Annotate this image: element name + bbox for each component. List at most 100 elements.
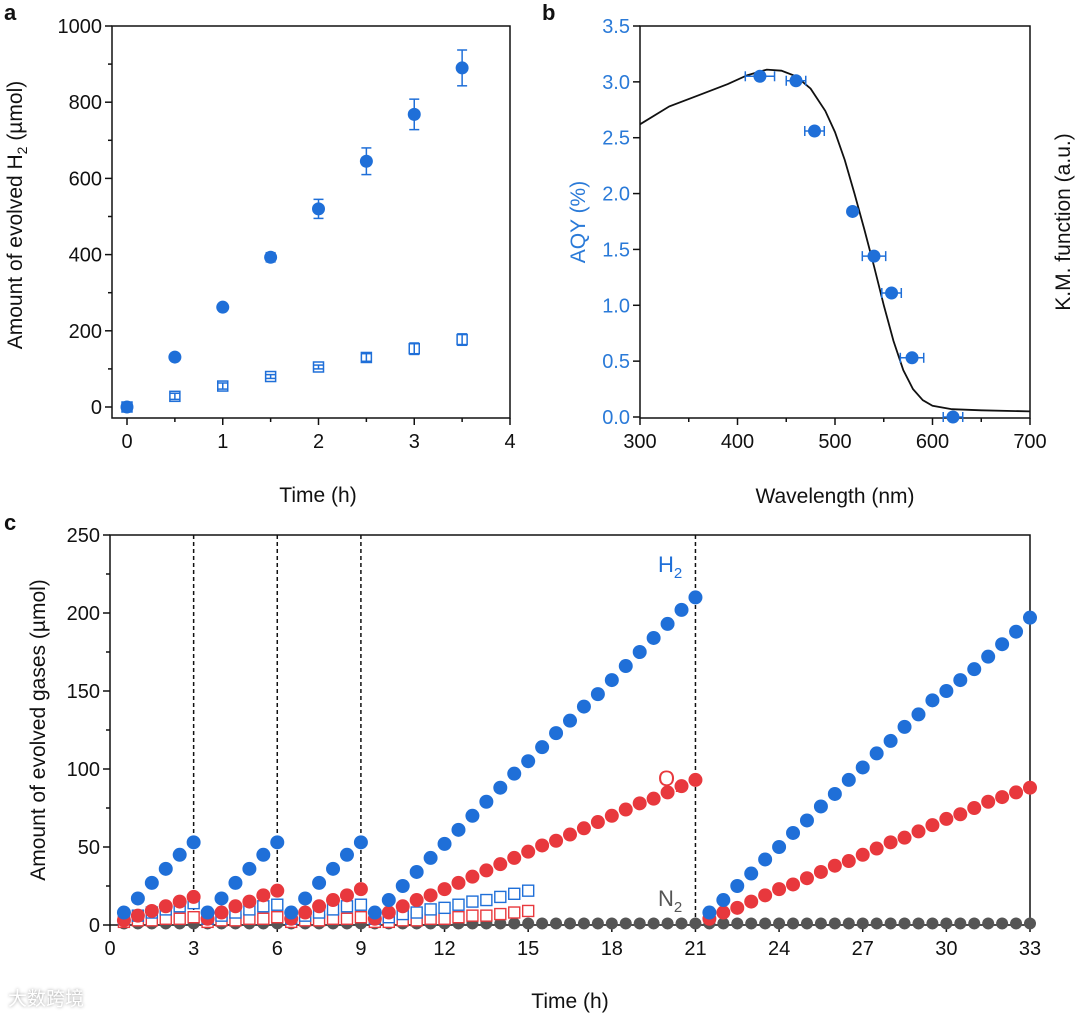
point-h2	[451, 822, 466, 837]
aqy-point	[867, 249, 881, 263]
point-n2	[898, 917, 911, 930]
point-o2	[507, 850, 522, 865]
panel-c-xtick-label: 33	[1019, 938, 1041, 960]
point-n2	[675, 917, 688, 930]
panel-c-ytick-label: 0	[89, 915, 100, 937]
point-h2	[395, 879, 410, 893]
point-h2	[423, 850, 438, 865]
point-o2	[730, 900, 745, 915]
point-h2	[995, 637, 1010, 652]
point-o2	[911, 824, 926, 839]
panel-a-xtick-label: 0	[121, 431, 132, 453]
point-o2	[563, 827, 577, 842]
point-o2	[799, 871, 814, 886]
panel-b-xtick-label: 300	[623, 431, 656, 453]
point-h2-open	[452, 898, 465, 911]
panel-a-xtick-label: 2	[313, 431, 324, 453]
point-h2	[730, 879, 745, 893]
data-point-open	[312, 361, 325, 373]
point-o2	[130, 908, 145, 923]
point-o2	[897, 830, 912, 845]
data-point-filled	[168, 350, 182, 364]
point-h2	[465, 808, 480, 823]
panel-b-xtick-label: 500	[818, 431, 851, 453]
point-n2	[912, 917, 925, 930]
panel-c-ylabel: Amount of evolved gases (µmol)	[27, 579, 50, 881]
point-o2	[353, 882, 368, 897]
point-o2	[493, 857, 508, 872]
aqy-point	[753, 69, 767, 83]
data-point-filled	[120, 400, 134, 414]
panel-a-ytick-label: 600	[69, 168, 102, 190]
panel-c-xlabel: Time (h)	[531, 990, 608, 1013]
point-h2	[772, 840, 787, 854]
point-n2	[550, 917, 563, 930]
point-n2	[494, 917, 507, 930]
panel-b-ytick-label: 2.0	[602, 184, 630, 206]
point-o2	[465, 869, 480, 884]
data-point-filled	[407, 107, 421, 121]
panel-c: 0 3 6 9 12 15 18 21 24 27 30 33 0 50 100 150 200 250	[67, 525, 1042, 960]
panel-c-ytick-label: 200	[67, 603, 100, 625]
point-h2	[200, 905, 215, 920]
data-point-filled	[359, 154, 373, 168]
point-o2	[172, 894, 187, 909]
point-h2	[409, 864, 424, 879]
point-h2	[590, 687, 605, 702]
aqy-point	[946, 410, 960, 424]
point-n2	[647, 917, 660, 930]
point-o2	[409, 893, 424, 908]
point-n2	[633, 917, 646, 930]
point-h2	[326, 861, 341, 876]
point-h2	[256, 847, 271, 862]
point-o2	[256, 888, 271, 903]
point-o2	[939, 811, 954, 826]
panel-a-ylabel: Amount of evolved H2 (µmol)	[4, 81, 30, 350]
panel-letter-a: a	[4, 0, 17, 25]
point-o2	[618, 802, 633, 817]
point-h2-open	[521, 884, 535, 897]
point-h2	[381, 893, 396, 908]
point-h2-open	[494, 890, 507, 904]
point-n2	[661, 917, 674, 930]
point-h2	[214, 891, 229, 906]
point-h2-open	[271, 898, 284, 911]
point-h2	[367, 905, 382, 920]
point-o2-open	[257, 912, 270, 925]
point-h2	[813, 799, 828, 814]
point-o2	[883, 835, 898, 850]
panel-b-ylabel-right: K.M. function (a.u.)	[1052, 133, 1075, 310]
point-h2	[563, 713, 577, 728]
point-h2	[967, 662, 982, 677]
panel-c-xtick-label: 6	[272, 938, 283, 960]
point-h2	[144, 875, 159, 890]
panel-c-xtick-label: 18	[601, 938, 623, 960]
point-o2	[772, 882, 787, 897]
panel-a: 0 1 2 3 4 0 200 400 600 800 1000	[58, 16, 516, 453]
panel-a-frame	[111, 25, 511, 419]
panel-b-ytick-label: 1.5	[602, 239, 630, 261]
point-h2	[186, 835, 201, 850]
point-n2	[800, 917, 813, 930]
panel-c-xtick-label: 15	[517, 938, 539, 960]
point-o2	[632, 796, 647, 811]
point-o2	[744, 894, 759, 909]
point-h2	[660, 616, 675, 631]
point-n2	[717, 917, 730, 930]
point-o2	[869, 841, 884, 856]
point-o2-open	[354, 911, 368, 924]
point-n2	[689, 917, 702, 930]
panel-b-ytick-label: 3.5	[602, 16, 630, 38]
point-n2	[508, 917, 521, 930]
point-o2	[186, 889, 201, 904]
point-h2	[702, 905, 717, 920]
point-o2	[423, 888, 438, 903]
panel-c-xtick-label: 30	[935, 938, 957, 960]
point-h2	[1009, 624, 1024, 639]
point-h2-open	[466, 895, 479, 908]
aqy-point	[789, 74, 803, 88]
panel-b-frame	[639, 25, 1031, 419]
point-o2	[479, 863, 494, 878]
point-o2-open	[271, 911, 284, 924]
panel-c-ytick-label: 250	[67, 525, 100, 547]
